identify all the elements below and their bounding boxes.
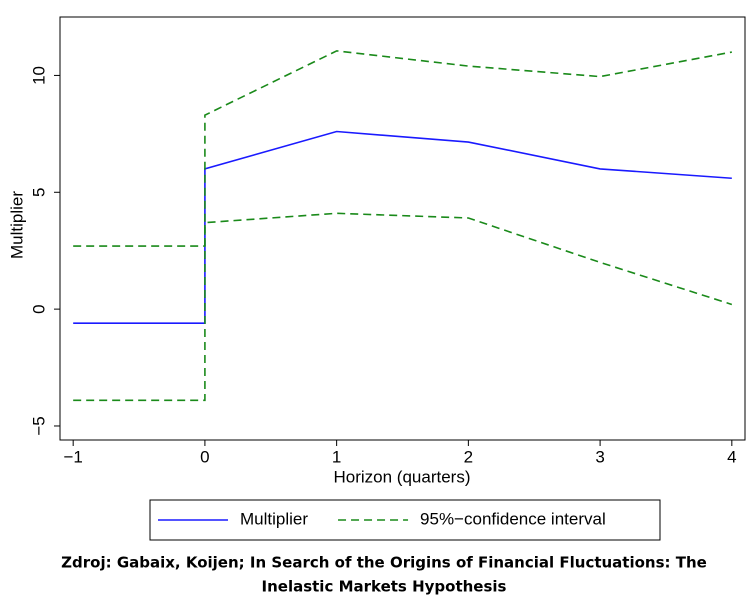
x-tick-label: 1: [332, 447, 341, 466]
y-tick-label: 0: [29, 304, 48, 313]
legend-label: Multiplier: [240, 509, 308, 528]
caption-line: Inelastic Markets Hypothesis: [262, 578, 507, 596]
x-axis-label: Horizon (quarters): [334, 467, 471, 486]
x-tick-label: 0: [200, 447, 209, 466]
x-tick-label: 2: [464, 447, 473, 466]
y-tick-label: 5: [29, 188, 48, 197]
y-axis-label: Multiplier: [7, 191, 26, 259]
series-line: [73, 50, 732, 247]
x-tick-label: 3: [595, 447, 604, 466]
plot-frame: [59, 16, 746, 441]
x-tick-label: 4: [727, 447, 736, 466]
series-line: [73, 212, 733, 402]
x-tick-label: −1: [63, 447, 82, 466]
y-tick-label: 10: [29, 66, 48, 85]
legend-label: 95%−confidence interval: [420, 509, 606, 528]
series-line: [73, 130, 732, 324]
caption-line: Zdroj: Gabaix, Koijen; In Search of the …: [61, 554, 707, 572]
y-tick-label: −5: [29, 416, 48, 435]
